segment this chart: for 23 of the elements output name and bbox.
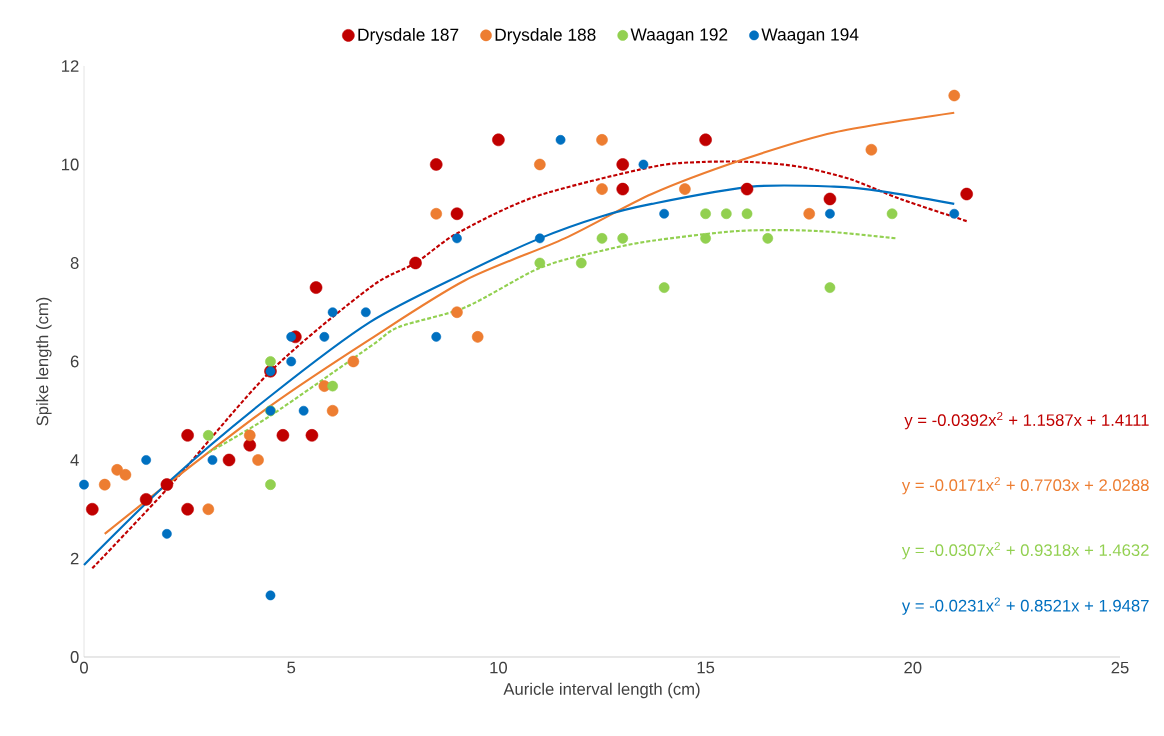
x-tick-label: 0 [80, 661, 88, 674]
x-tick-label: 25 [1111, 661, 1129, 674]
x-tick-label: 10 [490, 661, 508, 674]
y-tick-label: 6 [70, 355, 79, 368]
y-tick-label: 2 [70, 552, 79, 565]
legend-label: Drysdale 188 [495, 28, 596, 45]
y-tick-label: 12 [62, 60, 79, 72]
legend-label: Drysdale 187 [358, 28, 459, 45]
y-axis-title: Spike length (cm) [36, 297, 52, 426]
annotation: y = -0.0231x$^{2}$ + 0.8521x + 1.9487 [901, 597, 1149, 615]
annotation: y = -0.0307x$^{2}$ + 0.9318x + 1.4632 [901, 541, 1149, 560]
y-tick-label: 8 [70, 257, 79, 269]
y-tick-label: 10 [62, 158, 79, 171]
x-tick-label: 15 [697, 661, 715, 674]
annotation: y = -0.0392x$^{2}$ + 1.1587x + 1.4111 [904, 411, 1149, 430]
x-axis-title: Auricle interval length (cm) [503, 682, 700, 699]
x-tick-label: 20 [904, 661, 922, 674]
legend-label: Waagan 192 [630, 28, 728, 45]
annotation: y = -0.0171x$^{2}$ + 0.7703x + 2.0288 [901, 476, 1149, 495]
y-tick-label: 0 [70, 651, 79, 663]
legend-label: Waagan 194 [761, 28, 859, 45]
y-tick-label: 4 [70, 454, 79, 466]
x-tick-label: 5 [287, 661, 296, 674]
